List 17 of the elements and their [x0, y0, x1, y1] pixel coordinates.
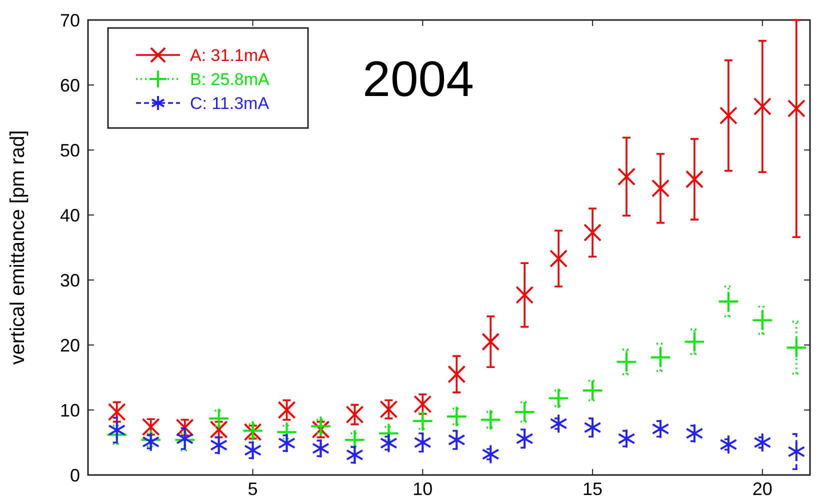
legend-label: B: 25.8mA: [190, 70, 270, 89]
y-tick-label: 20: [60, 335, 80, 356]
y-axis-title: vertical emittance [pm rad]: [7, 130, 29, 365]
text: 2004: [362, 51, 474, 107]
y-tick-label: 70: [60, 10, 80, 30]
y-tick-label: 60: [60, 75, 80, 96]
x-tick-label: 5: [248, 479, 258, 499]
x-tick-label: 20: [752, 479, 772, 499]
y-tick-label: 10: [60, 400, 80, 420]
y-tick-label: 30: [60, 270, 80, 290]
y-tick-label: 50: [60, 140, 80, 160]
x-tick-label: 15: [582, 479, 603, 499]
legend-label: C: 11.3mA: [190, 94, 270, 113]
y-tick-label: 0: [70, 465, 80, 486]
legend-label: A: 31.1mA: [190, 46, 270, 65]
x-tick-label: 10: [412, 479, 433, 499]
y-tick-label: 40: [60, 205, 80, 226]
